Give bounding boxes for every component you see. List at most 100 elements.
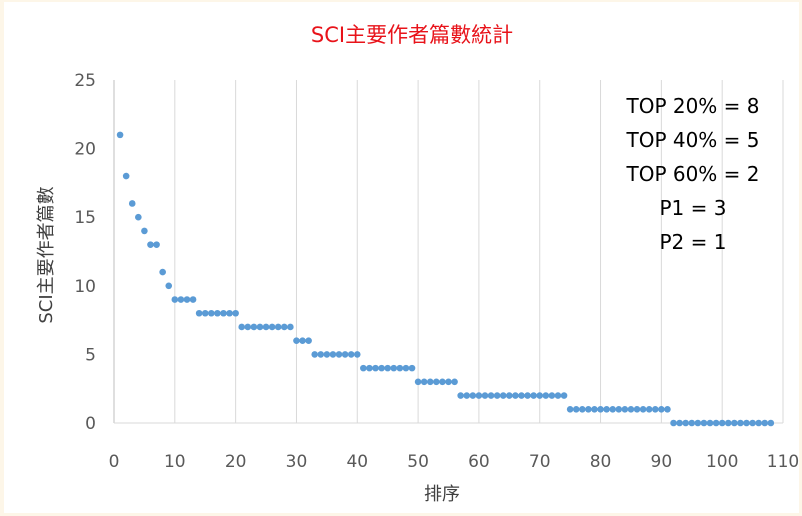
data-point (299, 337, 306, 344)
data-point (159, 268, 166, 276)
y-tick-label: 25 (74, 71, 96, 91)
annotation-text: TOP 20% = 8 (625, 94, 759, 118)
x-tick-label: 100 (706, 452, 738, 472)
data-point (402, 364, 410, 372)
data-point (329, 351, 337, 358)
data-point (201, 309, 209, 317)
grid-lines (113, 80, 784, 424)
x-tick-label: 20 (225, 452, 247, 472)
data-point (244, 323, 252, 331)
x-tick-label: 80 (590, 452, 612, 472)
y-tick-label: 5 (85, 345, 96, 365)
data-point (579, 405, 586, 413)
data-point (135, 213, 142, 221)
x-tick-labels: 0 10 20 30 40 50 60 70 80 90 100 110 (109, 452, 800, 472)
y-tick-labels: 0 5 10 15 20 25 (74, 71, 96, 434)
x-tick-label: 30 (286, 452, 308, 472)
data-point (493, 392, 501, 399)
data-point (718, 419, 726, 427)
data-point (767, 419, 775, 427)
data-point (506, 392, 513, 399)
data-point (408, 364, 416, 372)
chart-card (4, 2, 799, 513)
data-point (232, 309, 239, 317)
data-point (731, 419, 738, 427)
data-point (615, 405, 623, 413)
data-point (287, 323, 294, 331)
data-point (347, 351, 355, 358)
annotation-box: TOP 20% = 8 TOP 40% = 5 TOP 60% = 2 P1 = 3 P… (625, 94, 759, 254)
data-point (475, 392, 483, 399)
data-point (451, 378, 458, 386)
y-axis-label: SCI主要作者篇數 (36, 186, 57, 323)
data-point (238, 323, 246, 331)
data-point (256, 323, 264, 331)
data-point (268, 323, 276, 331)
data-point (250, 323, 258, 331)
data-point (536, 392, 544, 399)
data-point (524, 392, 531, 399)
data-point (439, 378, 446, 386)
data-point (226, 309, 233, 317)
data-point (530, 392, 537, 399)
data-point (360, 364, 367, 372)
data-point (208, 309, 215, 317)
x-axis-label: 排序 (424, 484, 460, 505)
y-tick-label: 20 (74, 140, 96, 160)
data-point (518, 392, 525, 399)
data-point (390, 364, 398, 372)
data-point (542, 392, 550, 399)
chart-title: SCI主要作者篇數統計 (311, 23, 513, 47)
annotation-text: P1 = 3 (660, 196, 727, 220)
x-tick-label: 70 (529, 452, 551, 472)
data-point (433, 378, 440, 386)
data-point (560, 392, 568, 399)
data-point (749, 419, 756, 427)
data-point (280, 323, 288, 331)
data-point (694, 419, 702, 427)
data-point (670, 419, 677, 427)
data-point (755, 419, 762, 427)
data-point (317, 351, 325, 358)
data-point (487, 392, 495, 399)
data-point (165, 282, 173, 290)
data-point (724, 419, 732, 427)
data-point (122, 172, 130, 180)
x-tick-label: 60 (468, 452, 490, 472)
data-point (499, 392, 507, 399)
data-point (512, 392, 519, 399)
data-point (463, 392, 471, 399)
annotation-text: TOP 60% = 2 (625, 162, 759, 186)
data-point (737, 419, 744, 427)
data-point (633, 405, 641, 413)
data-point (372, 364, 379, 372)
x-tick-label: 0 (109, 452, 120, 472)
x-tick-label: 40 (346, 452, 368, 472)
data-point (426, 378, 434, 386)
data-point (457, 392, 464, 399)
data-point (141, 227, 148, 235)
data-point (676, 419, 683, 427)
data-point (177, 296, 185, 303)
data-point (469, 392, 477, 399)
data-point (311, 351, 319, 358)
data-point (396, 364, 404, 372)
data-point (645, 405, 653, 413)
data-point (262, 323, 270, 331)
data-point (554, 392, 562, 399)
annotation-text: TOP 40% = 5 (625, 128, 759, 152)
data-point (195, 309, 203, 317)
data-point (147, 241, 154, 248)
data-point (384, 364, 391, 372)
data-point (712, 419, 720, 427)
data-point (706, 419, 714, 427)
data-point (171, 296, 179, 303)
data-point (627, 405, 635, 413)
data-point (445, 378, 452, 386)
data-point (761, 419, 769, 427)
x-tick-label: 110 (767, 452, 799, 472)
data-point (305, 337, 312, 344)
data-point (603, 405, 610, 413)
data-point (414, 378, 422, 386)
